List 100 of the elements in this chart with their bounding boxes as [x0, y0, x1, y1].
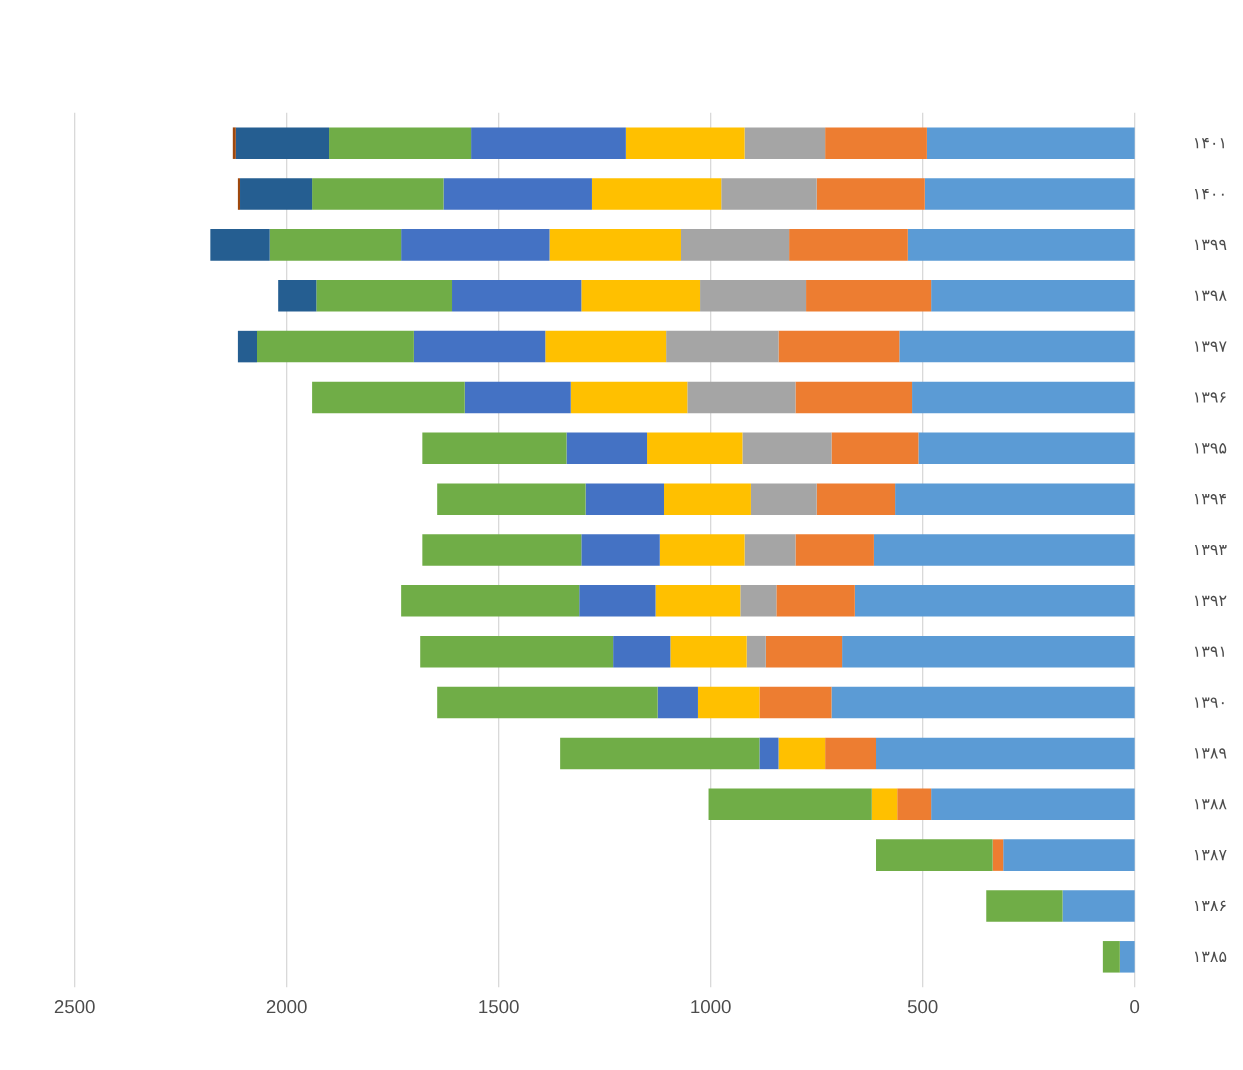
bar [907, 229, 1135, 261]
bar [825, 737, 877, 770]
bar [742, 432, 832, 465]
y-tick-label: ۱۳۹۷ [1194, 341, 1227, 352]
y-tick-label: ۱۴۰۱ [1194, 138, 1224, 149]
x-tick-label: 2500 [54, 1000, 95, 1014]
bar [581, 279, 701, 312]
bar [312, 178, 444, 210]
bar [312, 381, 465, 414]
bar [708, 788, 872, 821]
bar [316, 279, 453, 312]
x-tick-label: 500 [907, 1000, 938, 1014]
bar [549, 229, 681, 261]
bar [831, 432, 919, 465]
bar [759, 686, 832, 719]
bar [235, 127, 330, 159]
bar [825, 127, 927, 159]
y-tick-label: ۱۳۹۲ [1194, 595, 1227, 606]
bar [566, 432, 648, 465]
bar [232, 127, 236, 159]
bar [816, 483, 896, 515]
bar [778, 737, 826, 770]
bar [795, 534, 874, 566]
bar [876, 839, 993, 871]
bar [269, 229, 402, 261]
bar [750, 483, 817, 515]
bar [1119, 941, 1135, 973]
bar [759, 737, 779, 770]
bar [464, 381, 571, 414]
y-tick-label: ۱۳۸۸ [1194, 799, 1227, 810]
bar [237, 178, 241, 210]
y-tick-label: ۱۳۹۰ [1194, 697, 1224, 708]
bar [647, 432, 743, 465]
bar [329, 127, 472, 159]
bar [924, 178, 1135, 210]
x-tick-label: 1000 [691, 1000, 731, 1014]
bar [744, 534, 796, 566]
bar [657, 686, 698, 719]
bar [831, 686, 1135, 719]
bar [413, 330, 546, 363]
bar [670, 635, 747, 668]
bar [1003, 839, 1135, 871]
bar [789, 229, 908, 261]
bar [401, 229, 550, 261]
bar [926, 127, 1135, 159]
y-tick-label: ۱۳۸۷ [1194, 850, 1227, 861]
bar [876, 737, 1135, 770]
bar [746, 635, 766, 668]
bar [278, 279, 317, 312]
y-tick-label: ۱۳۸۵ [1194, 951, 1227, 962]
y-tick-label: ۱۳۹۱ [1194, 646, 1224, 657]
bar [655, 585, 741, 617]
bar [1102, 941, 1120, 973]
bar [401, 585, 580, 617]
bar [740, 585, 777, 617]
bar [931, 788, 1135, 821]
bar [452, 279, 582, 312]
bar [680, 229, 790, 261]
bar [545, 330, 667, 363]
bar [570, 381, 688, 414]
y-tick-label: ۱۳۸۶ [1194, 900, 1226, 912]
bar [560, 737, 760, 770]
bar [422, 432, 567, 465]
y-tick-label: ۱۳۹۹ [1194, 239, 1227, 250]
bar [210, 229, 270, 261]
bar [816, 178, 925, 210]
bar [240, 178, 313, 210]
bar [579, 585, 656, 617]
x-tick-label: 2000 [266, 1000, 307, 1014]
bar [471, 127, 626, 159]
y-tick-label: ۱۴۰۰ [1194, 188, 1224, 200]
bar [931, 279, 1135, 312]
bar [697, 686, 760, 719]
bar [237, 330, 257, 363]
bar [795, 381, 913, 414]
bar [873, 534, 1135, 566]
x-tick-label: 1500 [479, 1000, 519, 1014]
bar [778, 330, 900, 363]
bar [744, 127, 826, 159]
y-tick-label: ۱۳۹۸ [1194, 290, 1227, 301]
bar [591, 178, 722, 210]
bar [899, 330, 1135, 363]
bar [992, 839, 1004, 871]
bar [625, 127, 745, 159]
bar [700, 279, 807, 312]
bar [842, 635, 1135, 668]
x-tick-label: 0 [1130, 1000, 1140, 1014]
bar [897, 788, 932, 821]
y-tick-label: ۱۳۸۹ [1194, 748, 1227, 759]
bar [986, 890, 1063, 922]
bar [765, 635, 843, 668]
bar [1062, 890, 1135, 922]
bar [581, 534, 660, 566]
bar [918, 432, 1135, 465]
bar [585, 483, 665, 515]
bar [854, 585, 1135, 617]
bar [256, 330, 414, 363]
bar [776, 585, 855, 617]
bar [687, 381, 796, 414]
bar [912, 381, 1135, 414]
